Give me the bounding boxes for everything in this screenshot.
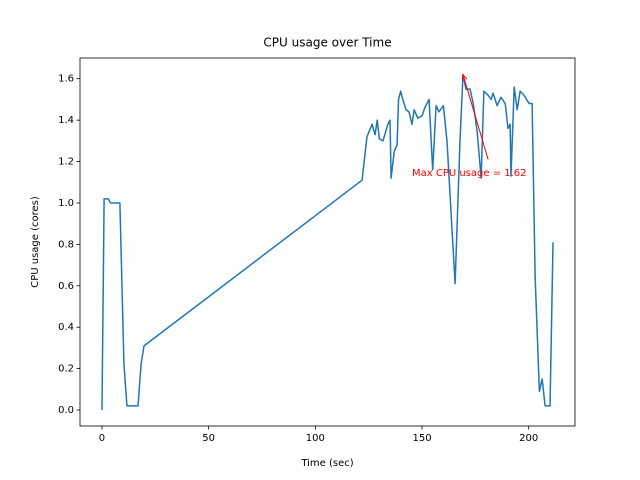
y-tick-label: 0.2 [58,364,74,375]
y-tick-label: 1.0 [58,198,74,209]
annotation-arrow [462,74,489,160]
y-tick-label: 1.6 [58,74,74,85]
plot-frame [79,57,576,427]
x-tick-label: 150 [412,433,431,444]
y-tick-label: 0.6 [58,281,74,292]
x-axis-label: Time (sec) [300,458,353,469]
annotation-text: Max CPU usage = 1.62 [412,168,527,179]
x-tick-label: 100 [306,433,325,444]
annotation-arrowhead [461,73,468,81]
chart-title: CPU usage over Time [263,36,391,50]
y-tick-label: 1.4 [58,115,74,126]
x-tick-label: 200 [519,433,538,444]
y-tick-label: 0.8 [58,239,74,250]
y-axis-label: CPU usage (cores) [30,196,41,288]
y-tick-label: 0.0 [58,405,74,416]
data-line [101,73,554,411]
x-tick-label: 50 [202,433,215,444]
y-tick-label: 0.4 [58,322,74,333]
x-tick-label: 0 [99,433,105,444]
y-tick-label: 1.2 [58,157,74,168]
